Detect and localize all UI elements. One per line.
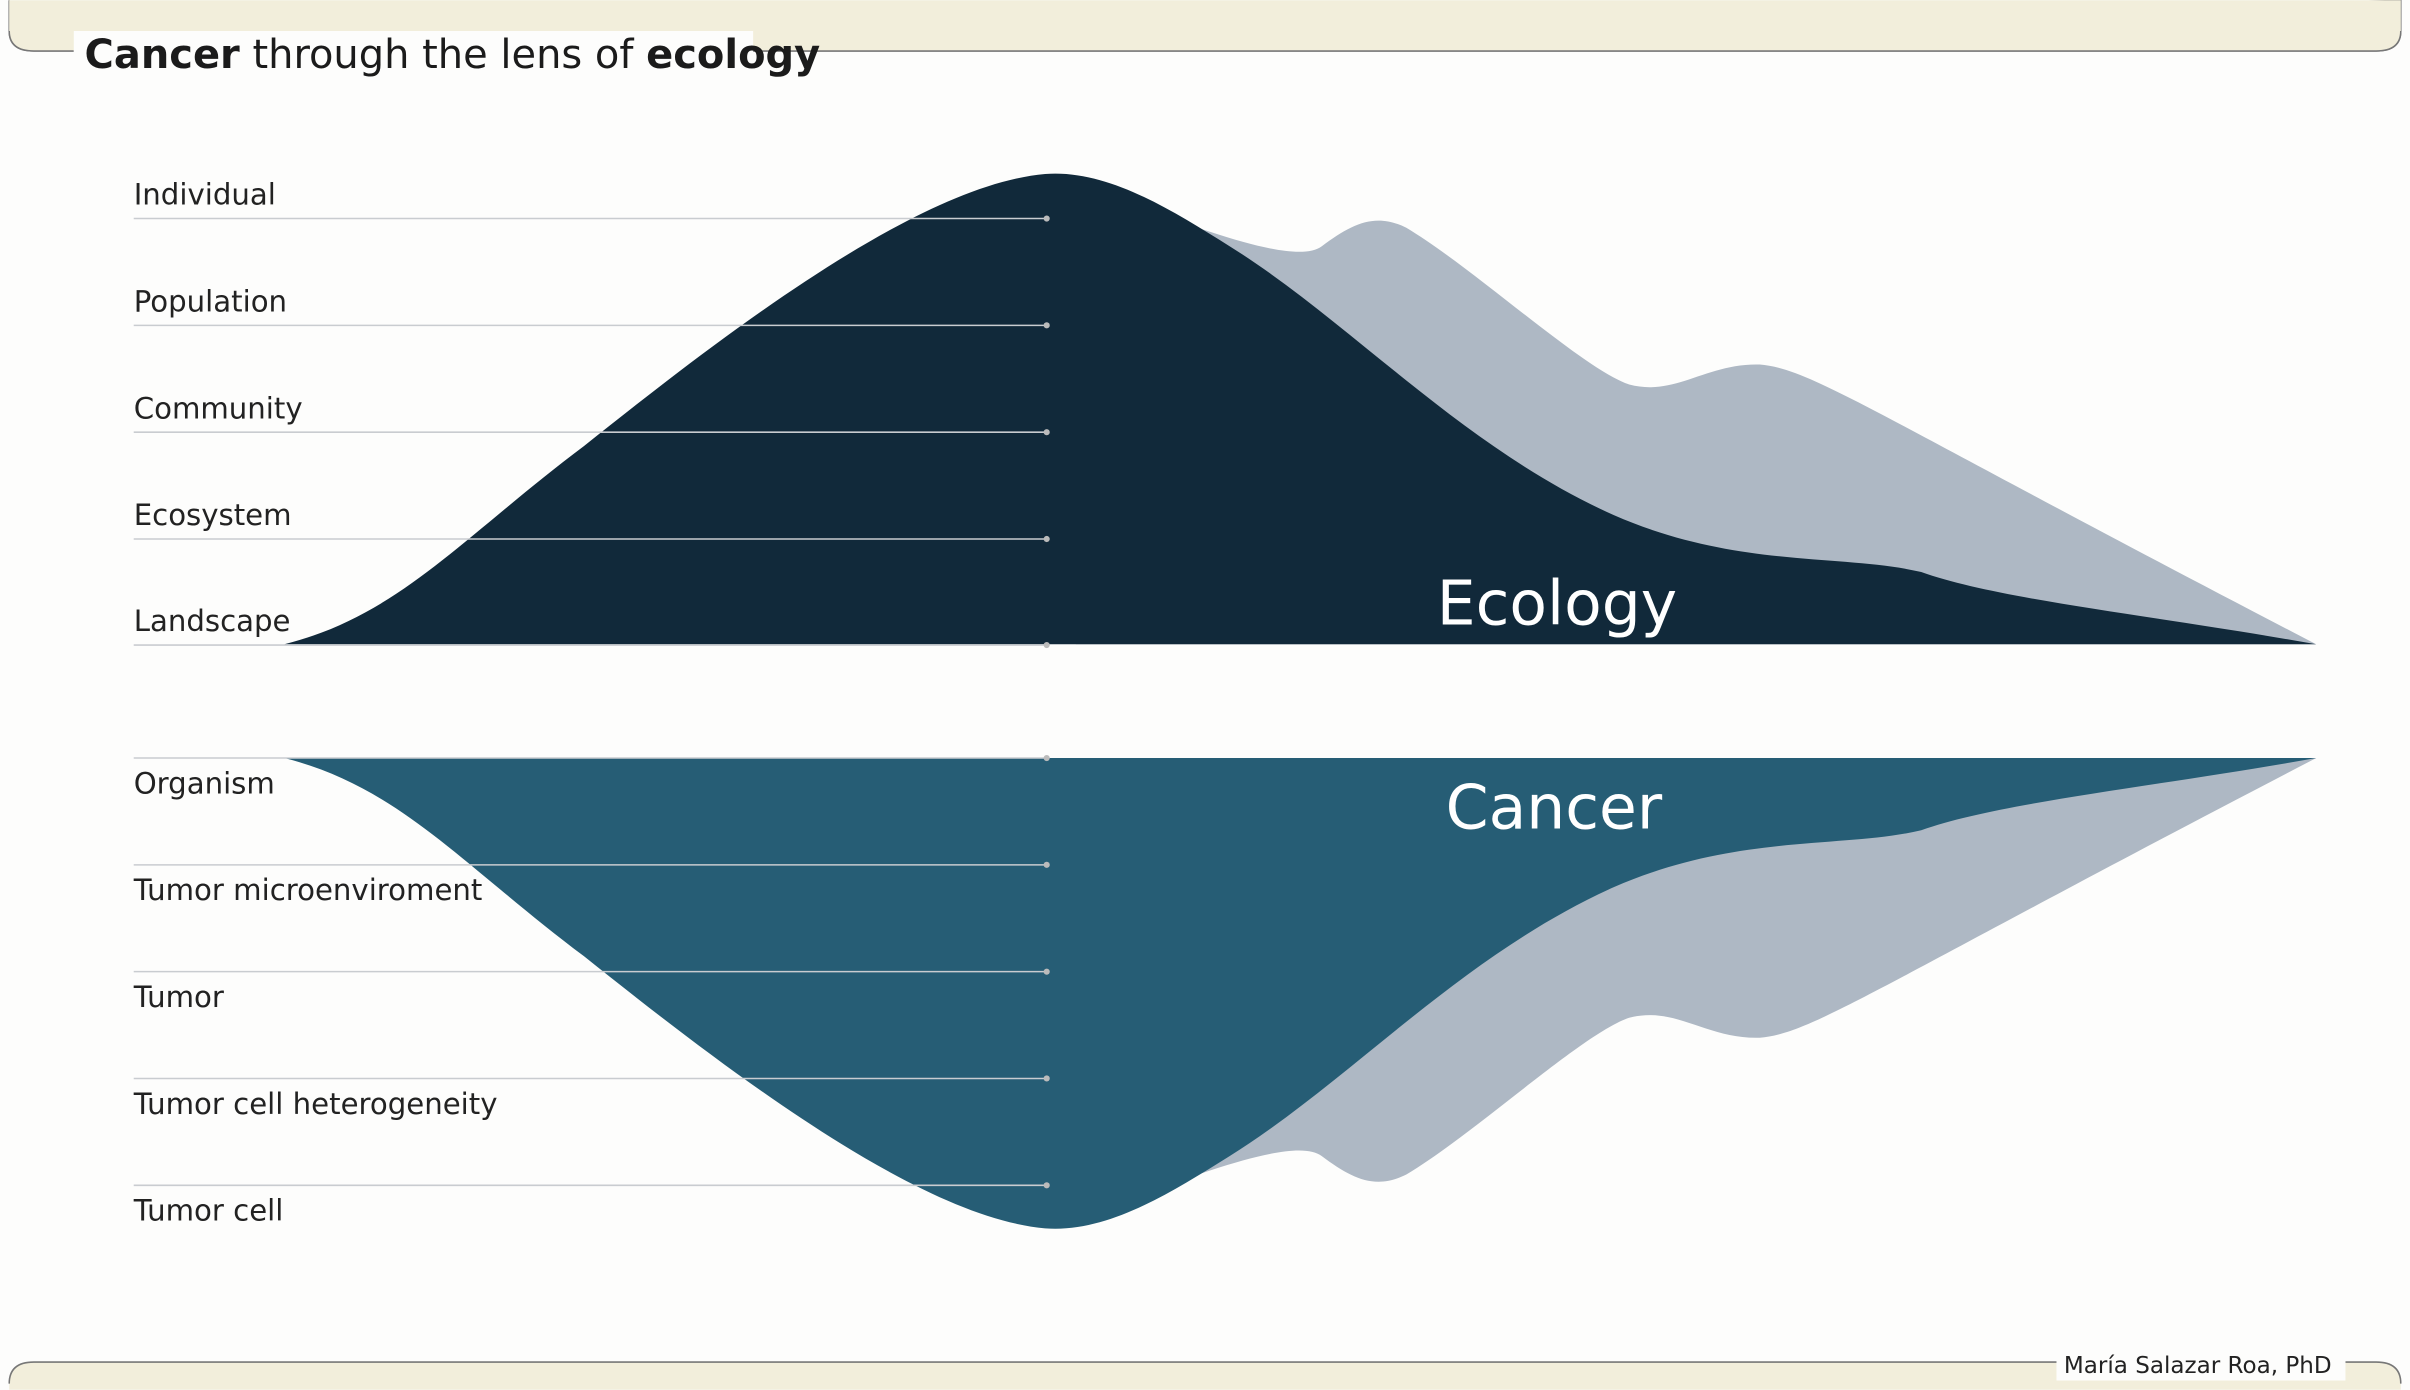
level-label: Tumor	[133, 980, 224, 1014]
level-label: Tumor microenviroment	[133, 873, 483, 907]
footer-border	[8, 1361, 2402, 1384]
level-label: Organism	[134, 766, 275, 800]
level-dot	[1043, 535, 1050, 543]
author-backdrop	[2056, 1346, 2346, 1381]
cancer-shape	[284, 758, 2317, 1229]
title-bold: ecology	[646, 32, 820, 78]
level-dot	[1043, 861, 1050, 868]
level-label: Community	[134, 391, 303, 425]
level-label: Population	[134, 285, 287, 319]
ecology-main	[284, 173, 2317, 645]
ecology-shape	[284, 173, 2317, 645]
level-label: Tumor cell	[133, 1194, 284, 1228]
level-dot	[1043, 754, 1050, 762]
level-label: Individual	[134, 178, 276, 212]
title-backdrop	[73, 31, 754, 78]
level-label: Landscape	[134, 604, 291, 638]
level-dot	[1043, 968, 1050, 975]
level-dot	[1043, 1182, 1050, 1189]
ecology-label: Ecology	[1437, 568, 1677, 639]
level-dot	[1043, 215, 1050, 222]
cancer-main	[284, 758, 2317, 1229]
level-dot	[1043, 429, 1050, 436]
level-label: Tumor cell heterogeneity	[133, 1087, 498, 1121]
title-plain: through the lens of	[252, 32, 634, 78]
level-label: Ecosystem	[134, 498, 292, 532]
levels: Individual Population Community Ecosystem La…	[133, 178, 1050, 1228]
level-dot	[1043, 322, 1050, 329]
author: María Salazar Roa, PhD	[2064, 1353, 2332, 1379]
title: Cancer through the lens of ecology	[85, 32, 821, 78]
level-dot	[1043, 1075, 1050, 1082]
header-border	[8, 30, 2402, 52]
footer-band	[9, 1362, 2401, 1390]
cancer-label: Cancer	[1446, 773, 1663, 844]
title-bold: Cancer	[85, 32, 241, 78]
level-dot	[1043, 641, 1050, 649]
